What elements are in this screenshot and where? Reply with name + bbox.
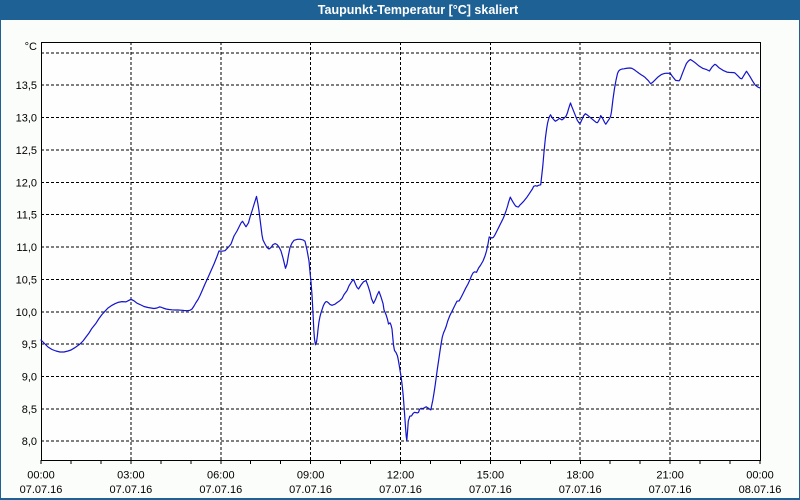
svg-text:09:00: 09:00 (297, 470, 325, 482)
svg-text:00:00: 00:00 (746, 470, 774, 482)
svg-text:08.07.16: 08.07.16 (739, 484, 782, 496)
svg-text:11,0: 11,0 (16, 242, 37, 254)
svg-text:07.07.16: 07.07.16 (20, 484, 63, 496)
svg-text:9,0: 9,0 (22, 372, 37, 384)
svg-text:11,5: 11,5 (16, 210, 37, 222)
svg-text:8,0: 8,0 (22, 436, 37, 448)
svg-text:12,5: 12,5 (16, 145, 37, 157)
svg-text:07.07.16: 07.07.16 (469, 484, 512, 496)
svg-text:12:00: 12:00 (387, 470, 415, 482)
svg-text:10,0: 10,0 (16, 307, 37, 319)
svg-text:07.07.16: 07.07.16 (199, 484, 242, 496)
svg-text:06:00: 06:00 (207, 470, 235, 482)
svg-text:07.07.16: 07.07.16 (109, 484, 152, 496)
svg-text:07.07.16: 07.07.16 (379, 484, 422, 496)
svg-text:03:00: 03:00 (117, 470, 145, 482)
svg-text:07.07.16: 07.07.16 (649, 484, 692, 496)
svg-text:18:00: 18:00 (566, 470, 594, 482)
svg-text:8,5: 8,5 (22, 404, 37, 416)
svg-text:9,5: 9,5 (22, 339, 37, 351)
svg-text:12,0: 12,0 (16, 177, 37, 189)
svg-text:°C: °C (25, 41, 37, 53)
svg-text:15:00: 15:00 (477, 470, 505, 482)
svg-text:10,5: 10,5 (16, 274, 37, 286)
svg-text:13,5: 13,5 (16, 80, 37, 92)
svg-text:07.07.16: 07.07.16 (289, 484, 332, 496)
svg-text:07.07.16: 07.07.16 (559, 484, 602, 496)
svg-text:21:00: 21:00 (656, 470, 684, 482)
svg-text:00:00: 00:00 (27, 470, 55, 482)
svg-text:13,0: 13,0 (16, 113, 37, 125)
